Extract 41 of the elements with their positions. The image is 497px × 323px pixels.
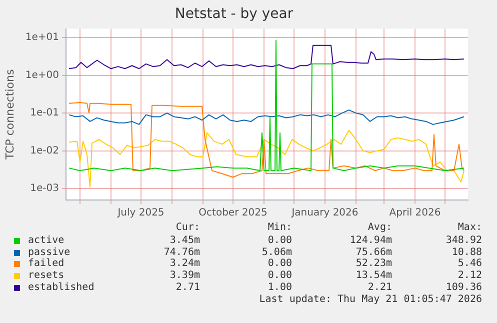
- y-tick-label: 1e-02: [30, 145, 59, 156]
- text: 5.06m: [262, 246, 292, 258]
- text: Last update: Thu May 21 01:05:47 2026: [259, 294, 482, 306]
- legend-label: established: [28, 282, 94, 294]
- x-tick-label: April 2026: [389, 208, 441, 219]
- x-tick-label: October 2025: [198, 208, 268, 219]
- text: 124.94m: [350, 235, 392, 247]
- text: 1.00: [268, 282, 292, 294]
- text: 2.12: [458, 270, 482, 282]
- text: 75.66m: [356, 246, 392, 258]
- legend-label: failed: [28, 258, 64, 270]
- text: 348.92: [446, 235, 482, 247]
- text: 109.36: [446, 282, 482, 294]
- y-tick-label: 1e+01: [25, 32, 59, 44]
- text: 3.39m: [170, 270, 200, 282]
- x-tick-label: January 2026: [290, 208, 358, 219]
- x-tick-label: July 2025: [116, 208, 164, 219]
- text: 0.00: [268, 258, 292, 270]
- text: 74.76m: [164, 246, 200, 258]
- text: 13.54m: [356, 270, 392, 282]
- text: 2.21: [368, 282, 392, 294]
- text: 3.45m: [170, 235, 200, 247]
- legend-label: active: [28, 235, 64, 247]
- text: 10.88: [452, 246, 482, 258]
- text: Cur:: [176, 222, 200, 234]
- text: Max:: [458, 222, 482, 234]
- legend-label: passive: [28, 246, 70, 258]
- text: 0.00: [268, 235, 292, 247]
- legend-label: resets: [28, 270, 64, 282]
- y-tick-label: 1e-01: [30, 108, 59, 119]
- text: 2.71: [176, 282, 200, 294]
- text: 0.00: [268, 270, 292, 282]
- y-tick-label: 1e-03: [30, 183, 59, 194]
- text: 5.46: [458, 258, 482, 270]
- text: 52.23m: [356, 258, 392, 270]
- text: Avg:: [368, 222, 392, 234]
- y-tick-label: 1e+00: [25, 70, 59, 81]
- text: 3.24m: [170, 258, 200, 270]
- text: Min:: [268, 222, 292, 234]
- y-axis-title: TCP connections: [3, 69, 16, 161]
- chart-title: Netstat - by year: [174, 6, 294, 22]
